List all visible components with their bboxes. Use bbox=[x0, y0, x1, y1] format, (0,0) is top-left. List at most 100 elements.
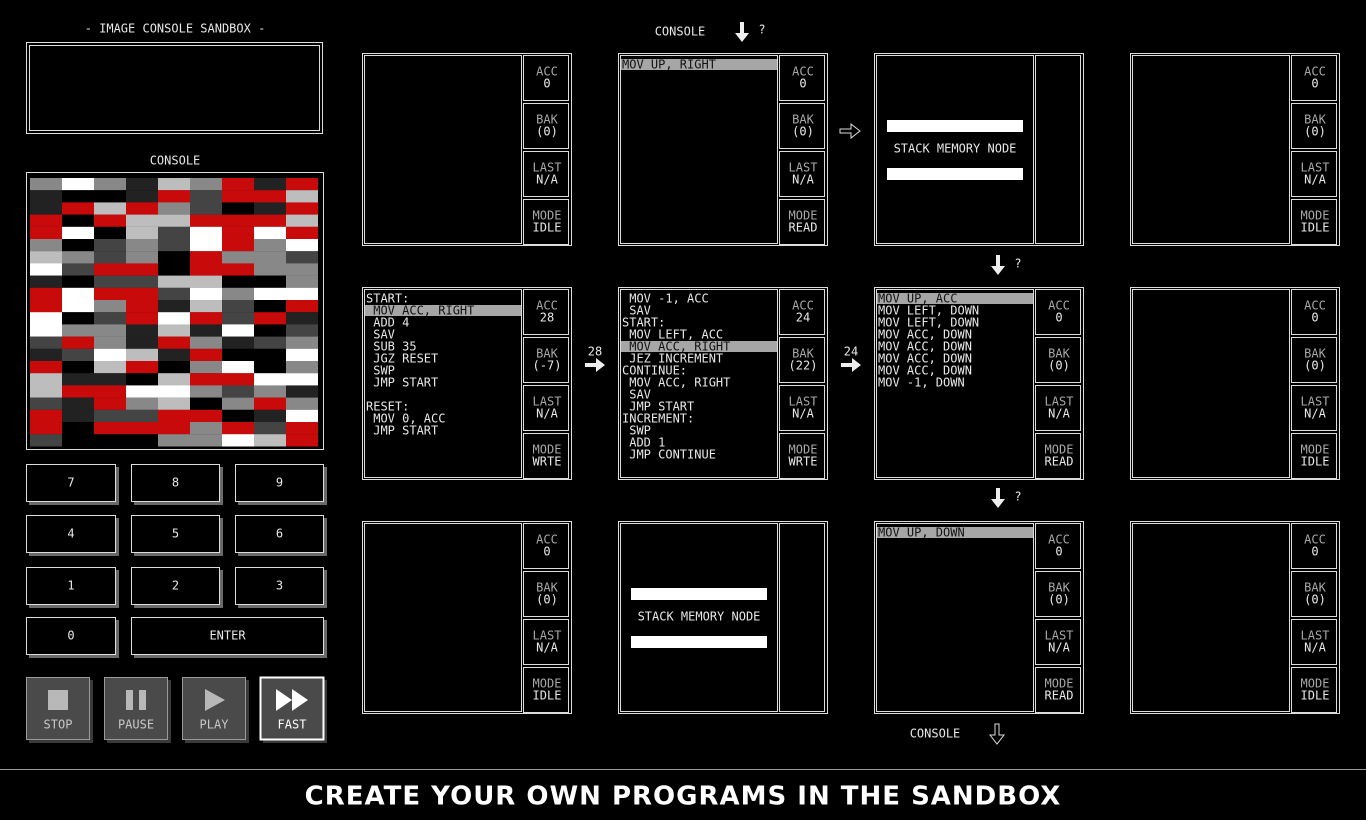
active-line bbox=[621, 59, 777, 70]
image-pixel bbox=[126, 251, 158, 264]
node-code-border bbox=[364, 289, 522, 478]
register-cell bbox=[523, 199, 569, 245]
image-pixel bbox=[286, 226, 318, 240]
code-line: JGZ RESET bbox=[366, 352, 438, 366]
register-name: LAST bbox=[789, 161, 818, 175]
image-pixel bbox=[62, 226, 94, 240]
image-console bbox=[30, 178, 318, 447]
register-name: BAK bbox=[536, 581, 558, 595]
button-face bbox=[182, 677, 246, 740]
image-pixel bbox=[126, 287, 158, 301]
image-pixel bbox=[62, 190, 94, 203]
keypad-button[interactable]: 1 bbox=[26, 567, 120, 609]
stack-node: STACK MEMORY NODE bbox=[618, 521, 828, 714]
image-pixel bbox=[190, 336, 222, 349]
button-face bbox=[235, 567, 324, 605]
link-hint: ? bbox=[1014, 257, 1021, 271]
image-pixel bbox=[190, 312, 222, 325]
image-pixel bbox=[286, 336, 318, 349]
image-pixel bbox=[30, 239, 62, 252]
register-value: N/A bbox=[536, 407, 558, 421]
image-pixel bbox=[94, 239, 126, 252]
register-value: 0 bbox=[1055, 311, 1062, 325]
image-pixel bbox=[222, 348, 254, 362]
image-pixel bbox=[30, 287, 62, 301]
keypad-button[interactable]: 9 bbox=[235, 464, 328, 506]
image-pixel bbox=[94, 178, 126, 191]
register-name: MODE bbox=[1045, 443, 1074, 457]
stack-bar bbox=[887, 168, 1023, 180]
code-line: MOV ACC, DOWN bbox=[878, 364, 972, 378]
code-line: MOV 0, ACC bbox=[366, 412, 445, 426]
control-button[interactable]: STOP bbox=[26, 677, 94, 744]
code-line: MOV UP, DOWN bbox=[878, 526, 965, 540]
image-pixel bbox=[158, 214, 190, 227]
register-cell bbox=[779, 289, 825, 335]
image-pixel bbox=[62, 251, 94, 264]
keypad-button[interactable]: ENTER bbox=[131, 617, 328, 659]
image-pixel bbox=[30, 348, 62, 362]
button-icon bbox=[205, 689, 225, 711]
image-pixel bbox=[94, 275, 126, 288]
keypad-button[interactable]: 2 bbox=[131, 567, 224, 609]
code-line: MOV ACC, RIGHT bbox=[366, 304, 474, 318]
image-pixel bbox=[94, 202, 126, 215]
keypad-button[interactable]: 6 bbox=[235, 515, 328, 557]
button-icon bbox=[126, 690, 146, 710]
image-pixel bbox=[254, 275, 286, 288]
button-face bbox=[131, 567, 220, 605]
register-value: (22) bbox=[789, 359, 818, 373]
image-pixel bbox=[94, 373, 126, 386]
register-name: BAK bbox=[536, 347, 558, 361]
register-value: IDLE bbox=[1301, 455, 1330, 469]
image-pixel bbox=[286, 312, 318, 325]
image-pixel bbox=[126, 263, 158, 276]
image-pixel bbox=[286, 214, 318, 227]
image-pixel bbox=[158, 422, 190, 435]
button-label: 6 bbox=[276, 527, 283, 541]
keypad-button[interactable]: 5 bbox=[131, 515, 224, 557]
idle-link bbox=[839, 122, 861, 140]
image-pixel bbox=[222, 336, 254, 349]
image-pixel bbox=[254, 300, 286, 313]
image-pixel bbox=[190, 397, 222, 410]
register-cell bbox=[1291, 433, 1337, 479]
keypad-button[interactable]: 7 bbox=[26, 464, 120, 506]
image-pixel bbox=[158, 251, 190, 264]
image-pixel bbox=[62, 287, 94, 301]
image-pixel bbox=[254, 312, 286, 325]
image-pixel bbox=[126, 361, 158, 374]
hollow-arrow bbox=[839, 122, 861, 140]
image-pixel bbox=[126, 397, 158, 410]
image-pixel bbox=[222, 300, 254, 313]
image-pixel bbox=[222, 385, 254, 398]
stack-side-border bbox=[1035, 55, 1081, 244]
keypad-button[interactable]: 3 bbox=[235, 567, 328, 609]
keypad-button[interactable]: 8 bbox=[131, 464, 224, 506]
register-value: IDLE bbox=[533, 221, 562, 235]
image-pixel bbox=[286, 324, 318, 337]
keypad-button[interactable]: 0 bbox=[26, 617, 120, 659]
image-pixel bbox=[30, 312, 62, 325]
node-border bbox=[618, 287, 828, 480]
code-line: SAV bbox=[622, 304, 651, 318]
image-pixel bbox=[254, 348, 286, 362]
code-line: RESET: bbox=[366, 400, 409, 414]
control-button[interactable]: FAST bbox=[259, 676, 328, 744]
control-button[interactable]: PAUSE bbox=[104, 677, 172, 744]
image-pixel bbox=[126, 190, 158, 203]
register-cell bbox=[1035, 289, 1081, 335]
image-pixel bbox=[126, 312, 158, 325]
image-pixel bbox=[254, 324, 286, 337]
control-button[interactable]: PLAY bbox=[182, 677, 250, 744]
register-cell bbox=[1035, 385, 1081, 431]
register-name: BAK bbox=[1304, 347, 1326, 361]
stack-label: STACK MEMORY NODE bbox=[638, 610, 761, 624]
node-border bbox=[874, 53, 1084, 246]
register-value: (0) bbox=[1048, 359, 1070, 373]
code-line: JMP START bbox=[366, 376, 438, 390]
image-pixel bbox=[62, 214, 94, 227]
image-pixel bbox=[222, 214, 254, 227]
register-cell bbox=[1035, 433, 1081, 479]
keypad-button[interactable]: 4 bbox=[26, 515, 120, 557]
